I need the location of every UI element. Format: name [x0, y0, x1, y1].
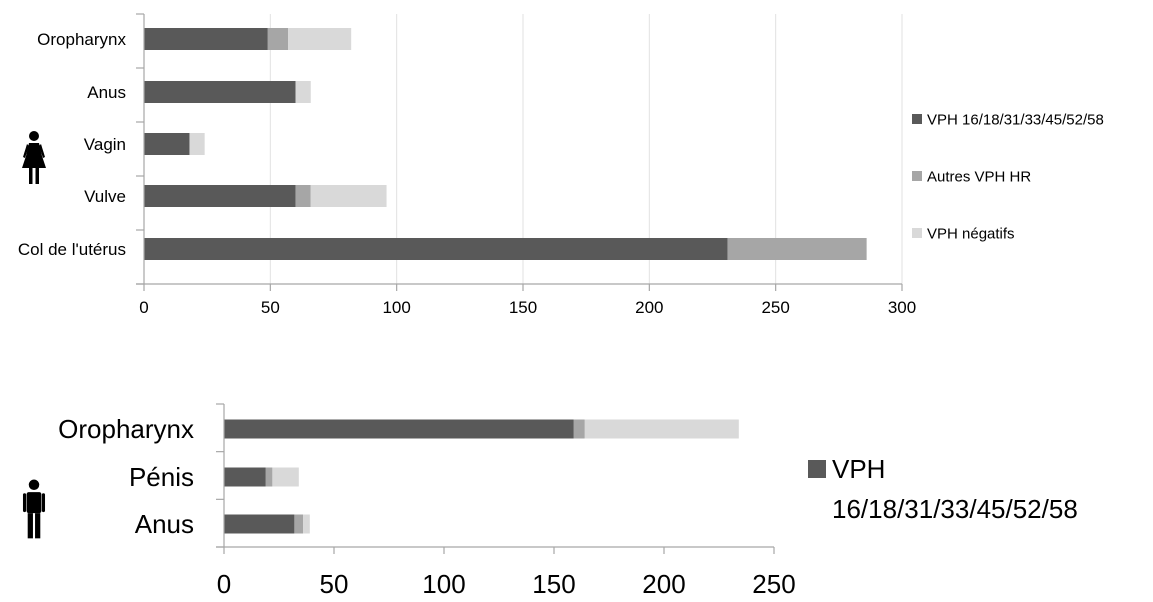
x-tick-label: 50 [261, 298, 280, 317]
category-label: Oropharynx [58, 414, 194, 444]
x-tick-label: 0 [217, 569, 231, 599]
male-icon-arm-left [22, 493, 27, 513]
bar-anus-series-1 [224, 514, 295, 534]
male-chart: Anus Pénis Oropharynx 0 50 100 150 200 250 VPH 16/… [22, 403, 1078, 599]
female-icon-leg-left [29, 168, 33, 184]
legend-label: VPH 16/18/31/33/45/52/58 [927, 111, 1104, 128]
legend-swatch [912, 114, 922, 124]
bar-vulve-series-3 [310, 185, 387, 207]
male-icon-arm-right [41, 493, 46, 513]
female-icon-arm-right [39, 144, 45, 158]
bar-anus-series-3 [295, 81, 311, 103]
category-label: Anus [87, 83, 126, 102]
female-icon-dress [22, 143, 46, 168]
x-tick-label: 50 [320, 569, 349, 599]
legend-swatch [912, 228, 922, 238]
male-icon-leg-right [35, 513, 41, 539]
bar-penis-series-3 [272, 467, 299, 487]
x-tick-label: 300 [888, 298, 916, 317]
bar-oropharynx-series-1 [144, 28, 268, 50]
x-tick-label: 250 [761, 298, 789, 317]
female-icon-head [29, 131, 39, 141]
bar-penis-series-2 [265, 467, 273, 487]
category-label: Oropharynx [37, 30, 126, 49]
category-label: Vulve [84, 187, 126, 206]
bar-vulve-series-2 [295, 185, 311, 207]
category-label: Anus [135, 509, 194, 539]
x-tick-label: 0 [139, 298, 148, 317]
bar-oropharynx-series-3 [288, 28, 352, 50]
bar-vagin-series-3 [189, 133, 205, 155]
legend-label: VPH [832, 454, 885, 484]
bar-anus-series-2 [294, 514, 304, 534]
x-tick-label: 100 [382, 298, 410, 317]
x-tick-label: 100 [422, 569, 465, 599]
bar-penis-series-1 [224, 467, 266, 487]
x-tick-label: 200 [642, 569, 685, 599]
legend-label: 16/18/31/33/45/52/58 [832, 494, 1078, 524]
category-label: Col de l'utérus [18, 240, 126, 259]
female-icon [22, 131, 46, 184]
male-icon-leg-left [27, 513, 33, 539]
legend-label: VPH négatifs [927, 225, 1015, 242]
bar-vulve-series-1 [144, 185, 296, 207]
bar-oropharynx-series-2 [267, 28, 289, 50]
x-tick-label: 150 [509, 298, 537, 317]
male-icon [22, 479, 46, 539]
bar-oropharynx-series-3 [584, 419, 739, 439]
bar-anus-series-3 [303, 514, 310, 534]
female-icon-leg-right [35, 168, 39, 184]
x-tick-label: 150 [532, 569, 575, 599]
category-label: Vagin [84, 135, 126, 154]
male-icon-torso [26, 492, 42, 514]
female-chart: Col de l'utérus Vulve Vagin Anus Oropharynx 0… [18, 13, 1104, 317]
bar-col-de-l-uterus-series-1 [144, 238, 728, 260]
bar-col-de-l-uterus-series-2 [727, 238, 867, 260]
bar-anus-series-1 [144, 81, 296, 103]
legend-swatch [912, 171, 922, 181]
category-label: Pénis [129, 462, 194, 492]
legend-swatch [808, 460, 826, 478]
legend-label: Autres VPH HR [927, 168, 1031, 185]
x-tick-label: 200 [635, 298, 663, 317]
bar-oropharynx-series-2 [573, 419, 585, 439]
bar-oropharynx-series-1 [224, 419, 574, 439]
x-tick-label: 250 [752, 569, 795, 599]
female-icon-arm-left [23, 144, 29, 158]
male-icon-head [28, 479, 40, 491]
bar-vagin-series-1 [144, 133, 190, 155]
